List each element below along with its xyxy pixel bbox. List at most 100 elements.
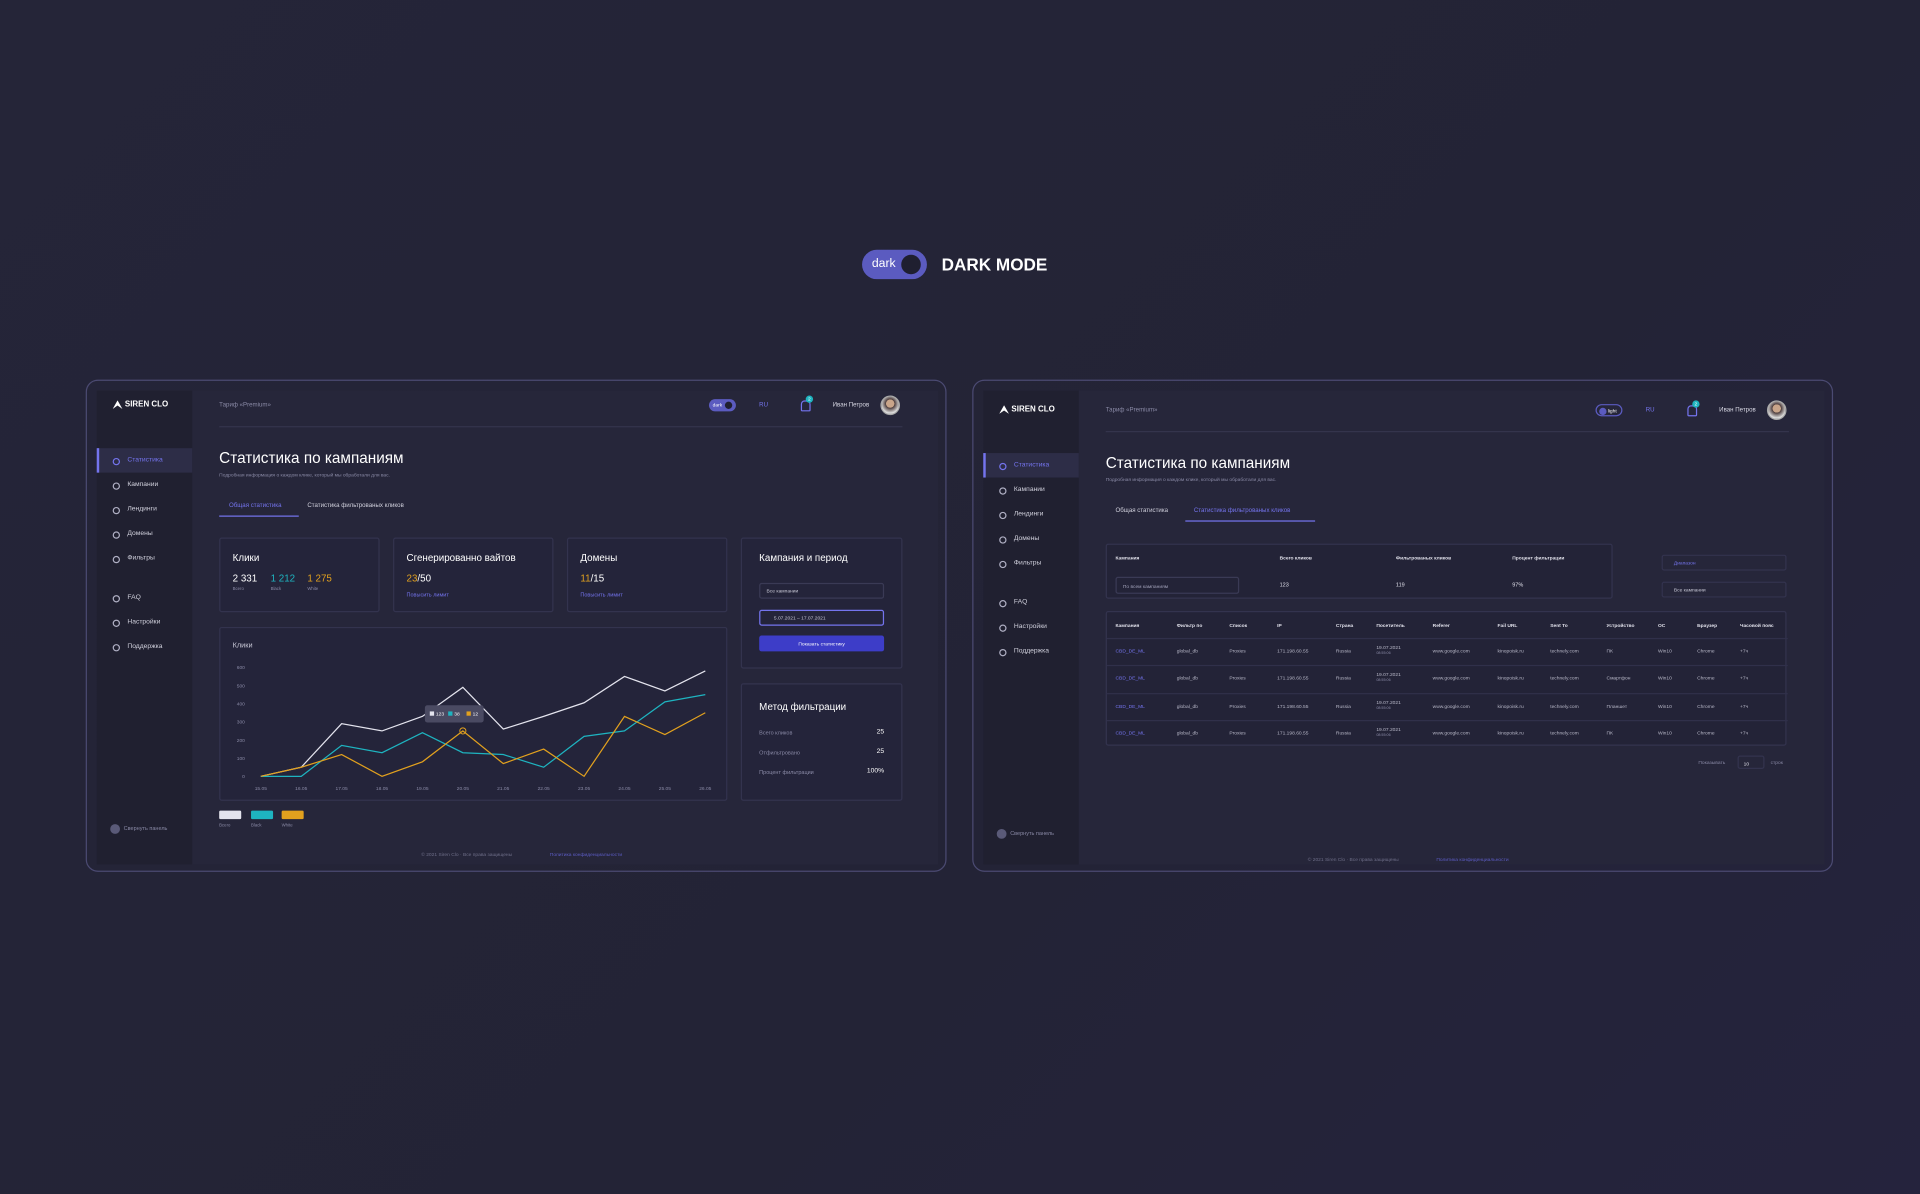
used: 11: [580, 573, 591, 585]
nav-item[interactable]: Поддержка: [1013, 647, 1050, 656]
filter[interactable]: Диапазон: [1661, 554, 1787, 571]
banner-toggle-label: dark: [871, 257, 896, 271]
footer-link[interactable]: Политика конфиденциальности: [549, 851, 623, 858]
card: Кампания Всего кликов Фильтрованых кликов П…: [1105, 543, 1613, 599]
cell: kinopoisk.ru: [1497, 675, 1524, 682]
cell: www.google.com: [1432, 675, 1470, 682]
cell-date: 19.07.2021: [1376, 671, 1401, 678]
nav-icon: [999, 648, 1007, 657]
tab[interactable]: Статистика фильтрованых кликов: [1193, 506, 1291, 515]
card-title: Сгенерированно вайтов: [406, 552, 516, 564]
x-tick-label: 23.05: [578, 786, 590, 792]
theme-toggle[interactable]: light: [1595, 404, 1623, 417]
select-text: Все кампании: [766, 587, 799, 594]
nav-item[interactable]: Кампании: [1013, 486, 1045, 494]
tab[interactable]: Общая статистика: [228, 502, 282, 510]
avatar[interactable]: [1766, 400, 1787, 420]
legend-label: White: [281, 822, 293, 828]
nav-icon: [999, 462, 1007, 471]
limit-link[interactable]: Повысить лимит: [406, 591, 449, 598]
cell: Proxies: [1229, 702, 1246, 709]
nav-item[interactable]: Фильтры: [1013, 559, 1042, 567]
cell-time: 08:55:06: [1376, 732, 1391, 738]
plan: Тариф «Premium»: [219, 401, 271, 409]
table-header[interactable]: Часовой пояс: [1740, 622, 1774, 629]
collapse-icon[interactable]: [110, 824, 120, 834]
nav-item[interactable]: Настройки: [127, 618, 161, 626]
y-tick-label: 600: [237, 665, 245, 671]
legend-label: Всего: [219, 822, 231, 828]
banner-toggle-knob: [901, 254, 921, 275]
table-header[interactable]: Fail URL: [1497, 622, 1518, 629]
table-header[interactable]: Фильтр по: [1176, 622, 1203, 629]
limit-link[interactable]: Повысить лимит: [580, 591, 623, 598]
avatar[interactable]: [880, 395, 900, 416]
user-name[interactable]: Иван Петров: [1719, 406, 1756, 414]
nav-item[interactable]: Поддержка: [127, 642, 163, 651]
nav-item[interactable]: Кампании: [127, 481, 159, 489]
summary-select[interactable]: По всем кампаниям: [1115, 576, 1240, 594]
show-button[interactable]: Показать статистику: [759, 635, 885, 652]
collapse[interactable]: Свернуть панель: [1010, 830, 1054, 837]
page-subheading: Подробная информация о каждом клике, кот…: [219, 471, 390, 478]
cell: Win10: [1657, 729, 1672, 736]
click-value: 2 331: [232, 573, 258, 585]
nav-icon: [999, 511, 1007, 520]
theme-toggle[interactable]: dark: [708, 399, 736, 412]
collapse[interactable]: Свернуть панель: [123, 825, 168, 832]
nav-item[interactable]: FAQ: [127, 593, 141, 602]
table-header[interactable]: Страна: [1335, 622, 1354, 629]
nav-item[interactable]: FAQ: [1013, 598, 1028, 607]
page-size-select[interactable]: 10: [1737, 755, 1765, 769]
card-title: Клики: [232, 552, 260, 564]
filter[interactable]: Все кампании: [1661, 581, 1787, 598]
select-text: По всем кампаниям: [1122, 582, 1169, 589]
click-label: Всего: [232, 586, 244, 592]
legend-swatch: [219, 810, 242, 820]
nav-item[interactable]: Домены: [127, 530, 153, 538]
cell: technely.com: [1550, 675, 1579, 682]
cell: Win10: [1657, 647, 1672, 654]
footer-copyright: © 2021 Siren Clo · Все права защищены: [421, 851, 513, 858]
collapse-icon[interactable]: [996, 828, 1007, 839]
cell: ПК: [1606, 647, 1613, 654]
summary-header: Процент фильтрации: [1512, 554, 1565, 561]
user-name[interactable]: Иван Петров: [832, 401, 870, 409]
banner-toggle[interactable]: dark: [862, 249, 927, 280]
table-header[interactable]: Referer: [1432, 622, 1450, 629]
y-tick-label: 400: [237, 702, 245, 708]
nav-item[interactable]: Статистика: [127, 456, 163, 465]
language[interactable]: RU: [759, 401, 769, 409]
series-line: [260, 670, 706, 777]
tab[interactable]: Общая статистика: [1115, 506, 1169, 515]
logo-mark: [112, 400, 123, 409]
nav-item[interactable]: Домены: [1013, 535, 1040, 543]
legend-swatch: [251, 810, 274, 820]
table-header[interactable]: ОС: [1657, 622, 1666, 629]
cell-time: 08:55:06: [1376, 677, 1391, 683]
cell: Russia: [1335, 702, 1351, 709]
nav-item[interactable]: Лендинги: [127, 505, 157, 514]
nav-item[interactable]: Настройки: [1013, 623, 1047, 631]
table-header[interactable]: IP: [1277, 622, 1282, 629]
tab[interactable]: Статистика фильтрованых кликов: [307, 502, 404, 510]
language[interactable]: RU: [1645, 406, 1655, 414]
nav-item[interactable]: Лендинги: [1013, 510, 1044, 518]
click-value: 1 212: [270, 573, 296, 585]
campaign-select[interactable]: Все кампании: [759, 582, 885, 599]
header-divider: [1105, 431, 1789, 433]
card: Кампания Фильтр по Список IP Страна Посетител…: [1105, 611, 1788, 746]
method-value: 25: [876, 728, 885, 736]
table-header[interactable]: Посетитель: [1376, 622, 1405, 629]
table-header[interactable]: Устройство: [1606, 622, 1635, 629]
nav-item[interactable]: Фильтры: [127, 554, 155, 563]
table-header[interactable]: Список: [1229, 622, 1248, 629]
table-header[interactable]: Браузер: [1697, 622, 1718, 629]
cell: 171.198.60.55: [1277, 702, 1309, 709]
hover-point: [459, 727, 467, 735]
nav-item[interactable]: Статистика: [1013, 461, 1050, 469]
table-header[interactable]: Sent To: [1550, 622, 1568, 629]
footer-link[interactable]: Политика конфиденциальности: [1436, 855, 1509, 863]
date-range[interactable]: 5.07.2021 – 17.07.2021: [759, 609, 885, 626]
table-header[interactable]: Кампания: [1115, 622, 1140, 629]
